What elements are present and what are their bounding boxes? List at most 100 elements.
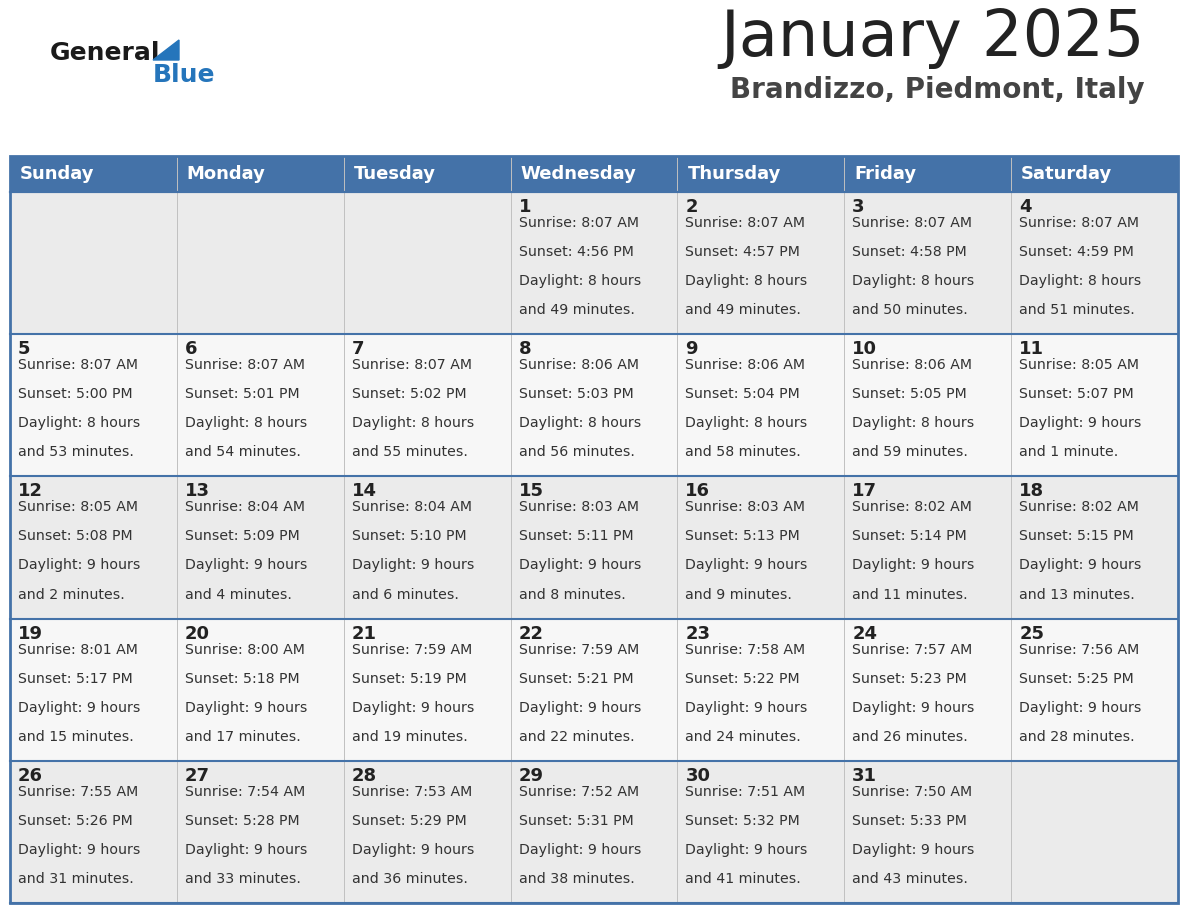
Text: 31: 31 [852, 767, 877, 785]
Text: 5: 5 [18, 341, 31, 358]
Text: and 17 minutes.: and 17 minutes. [185, 730, 301, 744]
Text: Sunset: 5:08 PM: Sunset: 5:08 PM [18, 530, 133, 543]
Text: Sunset: 5:23 PM: Sunset: 5:23 PM [852, 672, 967, 686]
Bar [343, 156, 511, 192]
Text: and 53 minutes.: and 53 minutes. [18, 445, 134, 459]
Text: 16: 16 [685, 482, 710, 500]
Bar [677, 619, 845, 761]
Text: and 28 minutes.: and 28 minutes. [1019, 730, 1135, 744]
Bar [177, 476, 343, 619]
Text: Sunrise: 7:52 AM: Sunrise: 7:52 AM [519, 785, 639, 799]
Text: Sunrise: 8:03 AM: Sunrise: 8:03 AM [519, 500, 639, 514]
Text: Sunset: 4:56 PM: Sunset: 4:56 PM [519, 245, 633, 259]
Bar [10, 619, 177, 761]
Text: 24: 24 [852, 624, 877, 643]
Bar [1011, 619, 1178, 761]
Bar [845, 619, 1011, 761]
Text: Sunrise: 7:58 AM: Sunrise: 7:58 AM [685, 643, 805, 656]
Text: and 49 minutes.: and 49 minutes. [685, 303, 801, 317]
Bar [845, 156, 1011, 192]
Bar [10, 476, 177, 619]
Text: Sunset: 5:05 PM: Sunset: 5:05 PM [852, 387, 967, 401]
Text: Daylight: 8 hours: Daylight: 8 hours [352, 416, 474, 431]
Text: Sunset: 5:11 PM: Sunset: 5:11 PM [519, 530, 633, 543]
Text: and 33 minutes.: and 33 minutes. [185, 872, 301, 886]
Text: Sunset: 5:01 PM: Sunset: 5:01 PM [185, 387, 299, 401]
Text: Sunset: 5:03 PM: Sunset: 5:03 PM [519, 387, 633, 401]
Text: Sunset: 5:15 PM: Sunset: 5:15 PM [1019, 530, 1133, 543]
Text: Sunrise: 8:04 AM: Sunrise: 8:04 AM [352, 500, 472, 514]
Bar [845, 334, 1011, 476]
Text: and 26 minutes.: and 26 minutes. [852, 730, 968, 744]
Text: and 31 minutes.: and 31 minutes. [18, 872, 134, 886]
Text: Sunrise: 8:02 AM: Sunrise: 8:02 AM [1019, 500, 1139, 514]
Text: Daylight: 9 hours: Daylight: 9 hours [1019, 416, 1142, 431]
Text: and 36 minutes.: and 36 minutes. [352, 872, 468, 886]
Text: 29: 29 [519, 767, 544, 785]
Text: and 9 minutes.: and 9 minutes. [685, 588, 792, 601]
Text: Sunrise: 8:01 AM: Sunrise: 8:01 AM [18, 643, 138, 656]
Text: 26: 26 [18, 767, 43, 785]
Text: and 2 minutes.: and 2 minutes. [18, 588, 125, 601]
Text: Sunrise: 7:55 AM: Sunrise: 7:55 AM [18, 785, 138, 799]
Text: and 24 minutes.: and 24 minutes. [685, 730, 801, 744]
Bar [677, 334, 845, 476]
Text: Sunrise: 8:06 AM: Sunrise: 8:06 AM [685, 358, 805, 372]
Text: 22: 22 [519, 624, 544, 643]
Text: Sunset: 5:22 PM: Sunset: 5:22 PM [685, 672, 800, 686]
Text: Daylight: 9 hours: Daylight: 9 hours [685, 558, 808, 573]
Text: Sunset: 4:59 PM: Sunset: 4:59 PM [1019, 245, 1135, 259]
Text: 17: 17 [852, 482, 877, 500]
Bar [677, 476, 845, 619]
Text: Daylight: 9 hours: Daylight: 9 hours [185, 558, 308, 573]
Text: Daylight: 8 hours: Daylight: 8 hours [685, 416, 808, 431]
Text: and 1 minute.: and 1 minute. [1019, 445, 1118, 459]
Text: 25: 25 [1019, 624, 1044, 643]
Bar [845, 192, 1011, 334]
Bar [511, 761, 677, 903]
Text: Daylight: 8 hours: Daylight: 8 hours [685, 274, 808, 288]
Text: 30: 30 [685, 767, 710, 785]
Text: Daylight: 9 hours: Daylight: 9 hours [685, 843, 808, 856]
Text: 13: 13 [185, 482, 210, 500]
Text: Sunset: 5:21 PM: Sunset: 5:21 PM [519, 672, 633, 686]
Text: Sunset: 5:26 PM: Sunset: 5:26 PM [18, 814, 133, 828]
Bar [343, 761, 511, 903]
Bar [1011, 761, 1178, 903]
Text: Sunset: 5:17 PM: Sunset: 5:17 PM [18, 672, 133, 686]
Text: Sunset: 5:31 PM: Sunset: 5:31 PM [519, 814, 633, 828]
Bar [177, 761, 343, 903]
Text: Sunrise: 7:56 AM: Sunrise: 7:56 AM [1019, 643, 1139, 656]
Text: Saturday: Saturday [1022, 165, 1112, 183]
Text: Sunrise: 8:02 AM: Sunrise: 8:02 AM [852, 500, 972, 514]
Text: and 19 minutes.: and 19 minutes. [352, 730, 467, 744]
Text: Daylight: 9 hours: Daylight: 9 hours [1019, 700, 1142, 715]
Bar [343, 192, 511, 334]
Text: 3: 3 [852, 198, 865, 216]
Text: Brandizzo, Piedmont, Italy: Brandizzo, Piedmont, Italy [731, 76, 1145, 104]
Text: Daylight: 8 hours: Daylight: 8 hours [519, 274, 640, 288]
Bar [343, 476, 511, 619]
Text: and 50 minutes.: and 50 minutes. [852, 303, 968, 317]
Text: Daylight: 9 hours: Daylight: 9 hours [18, 700, 140, 715]
Text: and 22 minutes.: and 22 minutes. [519, 730, 634, 744]
Text: Sunrise: 8:05 AM: Sunrise: 8:05 AM [1019, 358, 1139, 372]
Bar [1011, 334, 1178, 476]
Text: 18: 18 [1019, 482, 1044, 500]
Bar [10, 334, 177, 476]
Text: Sunset: 5:04 PM: Sunset: 5:04 PM [685, 387, 801, 401]
Text: Sunset: 5:14 PM: Sunset: 5:14 PM [852, 530, 967, 543]
Text: and 56 minutes.: and 56 minutes. [519, 445, 634, 459]
Text: 9: 9 [685, 341, 697, 358]
Bar [343, 619, 511, 761]
Text: Sunset: 5:25 PM: Sunset: 5:25 PM [1019, 672, 1133, 686]
Text: Daylight: 9 hours: Daylight: 9 hours [18, 558, 140, 573]
Text: Sunrise: 8:07 AM: Sunrise: 8:07 AM [185, 358, 305, 372]
Text: 20: 20 [185, 624, 210, 643]
Bar [10, 192, 177, 334]
Text: 11: 11 [1019, 341, 1044, 358]
Text: Sunrise: 7:57 AM: Sunrise: 7:57 AM [852, 643, 973, 656]
Text: 6: 6 [185, 341, 197, 358]
Text: Daylight: 8 hours: Daylight: 8 hours [852, 416, 974, 431]
Text: 2: 2 [685, 198, 697, 216]
